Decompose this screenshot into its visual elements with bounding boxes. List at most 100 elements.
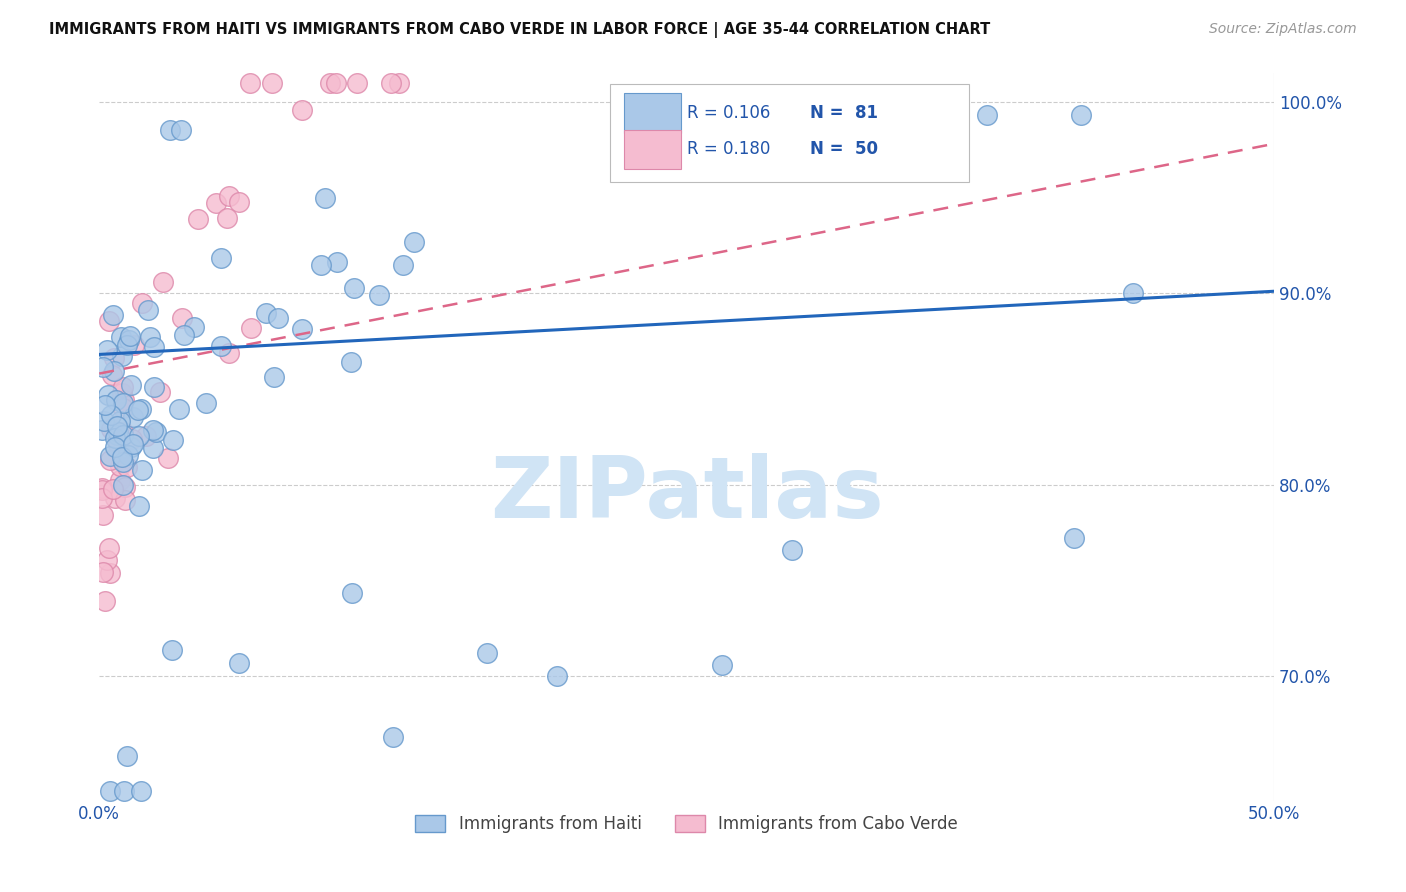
Point xyxy=(187,212,209,227)
Point xyxy=(90,491,112,505)
Text: N =  50: N = 50 xyxy=(810,140,877,159)
Point xyxy=(121,432,143,446)
Point xyxy=(90,481,112,495)
Point xyxy=(346,76,368,90)
Point xyxy=(104,431,127,445)
Point xyxy=(105,427,128,442)
Point xyxy=(402,235,425,249)
Point xyxy=(392,258,415,272)
Point xyxy=(325,76,347,90)
Point xyxy=(115,460,138,475)
Point xyxy=(1070,108,1092,122)
Point xyxy=(96,343,118,358)
Point xyxy=(91,483,114,497)
Point xyxy=(169,402,191,417)
Point xyxy=(115,748,138,763)
Point xyxy=(110,329,132,343)
Point xyxy=(160,642,183,657)
Point xyxy=(108,458,131,473)
Point xyxy=(90,423,112,437)
Point xyxy=(131,463,153,477)
Point xyxy=(143,340,166,354)
Point xyxy=(98,314,121,328)
Point xyxy=(343,281,366,295)
Point xyxy=(254,306,277,320)
Text: N =  81: N = 81 xyxy=(810,104,877,122)
Point xyxy=(135,429,157,443)
Point xyxy=(120,329,142,343)
Point xyxy=(98,784,121,798)
Point xyxy=(183,320,205,334)
Point xyxy=(98,453,121,467)
Point xyxy=(546,669,568,683)
Point xyxy=(97,387,120,401)
Point xyxy=(124,338,146,352)
Point xyxy=(98,450,121,464)
FancyBboxPatch shape xyxy=(610,84,969,182)
Point xyxy=(112,425,135,440)
Point xyxy=(111,428,134,442)
Point xyxy=(103,308,125,322)
Point xyxy=(117,448,139,462)
Point xyxy=(122,410,145,425)
Point xyxy=(93,413,115,427)
Point xyxy=(976,108,998,122)
Point xyxy=(98,541,121,555)
Point xyxy=(291,103,314,117)
Point xyxy=(263,369,285,384)
Point xyxy=(101,482,124,496)
Point xyxy=(136,303,159,318)
Point xyxy=(111,455,134,469)
Point xyxy=(93,398,115,412)
Legend: Immigrants from Haiti, Immigrants from Cabo Verde: Immigrants from Haiti, Immigrants from C… xyxy=(409,808,965,839)
Point xyxy=(96,553,118,567)
Point xyxy=(162,433,184,447)
Point xyxy=(129,401,152,416)
Point xyxy=(368,287,391,301)
Point xyxy=(157,451,180,466)
Point xyxy=(228,195,250,210)
Point xyxy=(101,368,124,383)
Point xyxy=(103,351,125,365)
Point xyxy=(110,473,132,487)
Point xyxy=(710,657,733,672)
Point xyxy=(170,310,193,325)
Text: IMMIGRANTS FROM HAITI VS IMMIGRANTS FROM CABO VERDE IN LABOR FORCE | AGE 35-44 C: IMMIGRANTS FROM HAITI VS IMMIGRANTS FROM… xyxy=(49,22,990,38)
Point xyxy=(1063,531,1085,545)
Point xyxy=(112,380,135,394)
Point xyxy=(309,258,332,272)
Point xyxy=(142,424,165,438)
Point xyxy=(114,492,136,507)
Text: R = 0.106: R = 0.106 xyxy=(686,104,770,122)
Point xyxy=(215,211,238,225)
Point xyxy=(127,402,149,417)
Point xyxy=(381,731,404,745)
Point xyxy=(105,418,128,433)
Point xyxy=(100,422,122,436)
Point xyxy=(239,76,262,90)
Point xyxy=(110,414,132,428)
Point xyxy=(131,784,153,798)
Point xyxy=(112,393,135,408)
Point xyxy=(111,386,134,401)
Point xyxy=(94,593,117,607)
Point xyxy=(388,76,411,90)
FancyBboxPatch shape xyxy=(624,94,681,133)
Point xyxy=(240,321,263,335)
Point xyxy=(91,359,114,374)
Point xyxy=(475,646,498,660)
Point xyxy=(145,425,167,439)
Point xyxy=(142,441,165,455)
Point xyxy=(112,396,135,410)
Point xyxy=(1122,286,1144,301)
Point xyxy=(314,191,336,205)
Point xyxy=(262,76,284,90)
Text: Source: ZipAtlas.com: Source: ZipAtlas.com xyxy=(1209,22,1357,37)
Point xyxy=(100,408,122,422)
Point xyxy=(103,364,125,378)
Point xyxy=(121,437,143,451)
Point xyxy=(159,123,181,137)
Point xyxy=(111,401,134,415)
Point xyxy=(170,123,193,137)
FancyBboxPatch shape xyxy=(624,129,681,169)
